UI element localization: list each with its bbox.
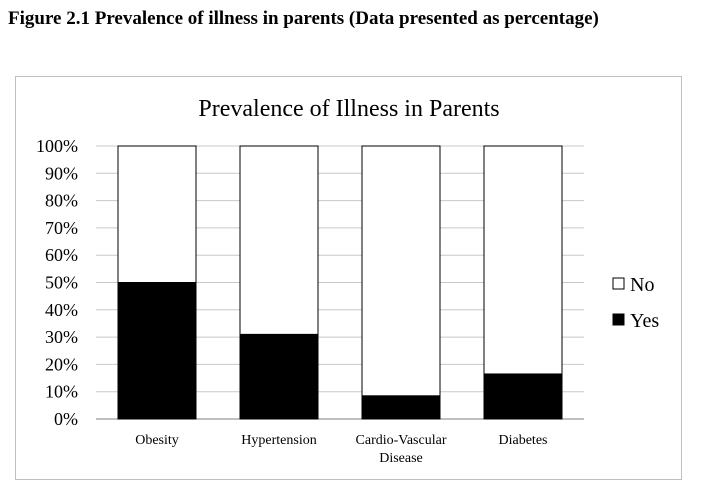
x-category-label: Cardio-Vascular Disease	[356, 433, 447, 466]
y-tick-label: 20%	[45, 354, 78, 374]
bar-segment-yes	[117, 282, 197, 420]
legend-swatch-yes	[612, 313, 625, 326]
legend: No Yes	[612, 274, 659, 332]
y-tick-label: 50%	[45, 273, 78, 293]
bar-segment-yes	[483, 373, 563, 420]
figure-caption: Figure 2.1 Prevalence of illness in pare…	[8, 8, 599, 29]
x-category-label: Obesity	[135, 433, 179, 448]
bar-segment-no	[361, 145, 441, 397]
y-tick-label: 0%	[54, 409, 78, 429]
bar-segment-no	[117, 145, 197, 283]
bars	[117, 145, 563, 420]
y-tick-label: 90%	[45, 163, 78, 183]
legend-swatch-no	[612, 277, 625, 290]
chart-title: Prevalence of Illness in Parents	[198, 96, 499, 122]
bar-segment-yes	[361, 395, 441, 420]
y-tick-label: 70%	[45, 218, 78, 238]
y-tick-label: 10%	[45, 382, 78, 402]
y-tick-label: 30%	[45, 327, 78, 347]
y-tick-label: 100%	[36, 136, 78, 156]
y-tick-label: 40%	[45, 300, 78, 320]
x-axis-categories: Obesity Hypertension Cardio-Vascular Diseas…	[135, 433, 547, 466]
x-category-label: Diabetes	[499, 433, 548, 448]
y-axis-ticks: 0% 10% 20% 30% 40% 50% 60% 70% 80% 90% 100%	[36, 136, 78, 429]
legend-label-no: No	[630, 274, 654, 296]
bar-segment-no	[239, 145, 319, 335]
x-category-label: Hypertension	[241, 433, 316, 448]
bar-segment-yes	[239, 333, 319, 420]
y-tick-label: 80%	[45, 191, 78, 211]
legend-label-yes: Yes	[630, 310, 659, 332]
bar-segment-no	[483, 145, 563, 375]
y-tick-label: 60%	[45, 245, 78, 265]
